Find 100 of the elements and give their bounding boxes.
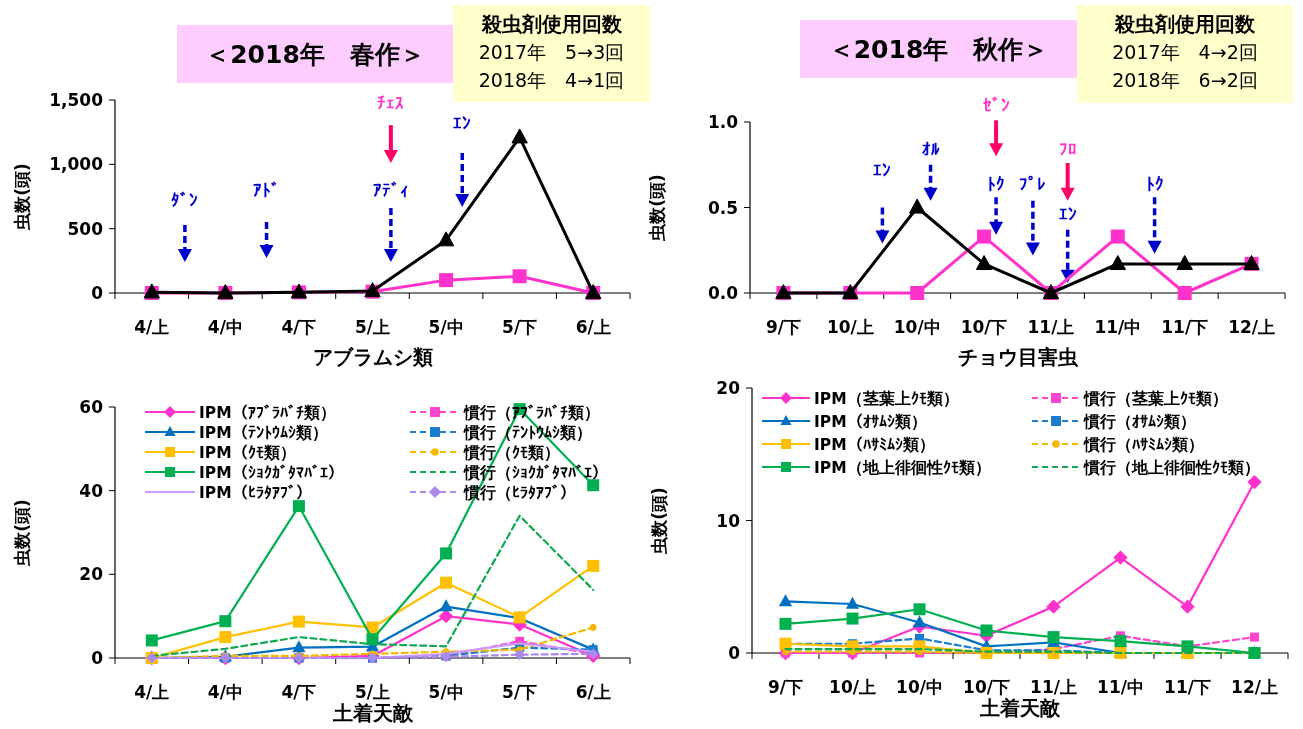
annotation: ﾀﾞﾝ xyxy=(171,189,199,210)
chart-title: ＜2018年 春作＞ xyxy=(205,40,425,69)
x-axis-title: 土着天敵 xyxy=(331,701,414,725)
legend-label: 慣行（ﾊｻﾐﾑｼ類） xyxy=(1083,436,1204,454)
y-tick-label: 1.0 xyxy=(707,112,739,132)
x-axis-title: チョウ目害虫 xyxy=(957,345,1079,369)
x-tick-label: 10/下 xyxy=(960,317,1008,337)
annotation: ﾌﾛ xyxy=(1058,139,1077,160)
legend-label: IPM（茎葉上ｸﾓ類） xyxy=(814,390,959,408)
y-tick-label: 0.0 xyxy=(707,283,739,303)
point xyxy=(587,479,600,492)
x-tick-label: 10/中 xyxy=(893,317,941,337)
point xyxy=(912,615,927,628)
annotation: ｴﾝ xyxy=(1058,204,1077,225)
y-axis-title: 虫数(頭) xyxy=(12,499,32,567)
x-tick-label: 11/中 xyxy=(1097,677,1144,697)
x-tick-label: 4/下 xyxy=(281,317,317,337)
annotation: ﾄｸ xyxy=(987,173,1006,194)
point xyxy=(1047,631,1060,644)
x-tick-label: 10/上 xyxy=(826,317,874,337)
y-tick-label: 60 xyxy=(79,397,104,417)
y-tick-label: 0 xyxy=(728,643,741,663)
x-tick-label: 5/上 xyxy=(354,317,391,337)
x-tick-label: 9/下 xyxy=(765,317,801,337)
point xyxy=(439,599,453,612)
point xyxy=(514,649,526,661)
point xyxy=(846,612,859,625)
annotation: ﾄｸ xyxy=(1145,173,1164,194)
point xyxy=(366,621,379,634)
legend-label: 慣行（ｵｻﾑｼ類） xyxy=(1083,413,1196,431)
x-axis-title: アブラムシ類 xyxy=(312,345,433,369)
point xyxy=(145,634,158,647)
annotation: ﾌﾟﾚ xyxy=(1019,173,1047,194)
point xyxy=(845,596,860,609)
y-tick-label: 20 xyxy=(716,378,741,398)
x-tick-label: 12/上 xyxy=(1228,317,1275,337)
point xyxy=(1250,632,1259,642)
x-tick-label: 5/下 xyxy=(502,682,538,702)
legend-label: 慣行（茎葉上ｸﾓ類） xyxy=(1083,390,1228,408)
x-tick-label: 12/上 xyxy=(1231,677,1278,697)
y-tick-label: 1,500 xyxy=(49,90,104,110)
point xyxy=(1180,599,1195,614)
point xyxy=(587,559,600,572)
x-tick-label: 10/中 xyxy=(896,677,943,697)
point xyxy=(219,631,232,644)
point xyxy=(292,500,305,513)
text: 2018年 6→2回 xyxy=(1112,69,1258,91)
x-tick-label: 4/上 xyxy=(134,317,170,337)
legend-label: IPM（ﾊｻﾐﾑｼ類） xyxy=(814,436,935,454)
point xyxy=(437,231,455,247)
point xyxy=(975,255,993,271)
x-tick-label: 6/上 xyxy=(575,682,611,702)
point xyxy=(1177,286,1192,300)
legend-label: IPM（ｱﾌﾞﾗﾊﾞﾁ類） xyxy=(199,404,336,422)
text: 殺虫剤使用回数 xyxy=(1114,12,1256,36)
annotation: ｴﾝ xyxy=(873,159,892,180)
x-tick-label: 5/中 xyxy=(428,682,464,702)
y-tick-label: 0 xyxy=(91,283,104,303)
point xyxy=(1046,599,1061,614)
legend-label: 慣行（ｸﾓ類） xyxy=(463,444,560,462)
y-tick-label: 20 xyxy=(79,564,104,585)
text: 殺虫剤使用回数 xyxy=(480,12,623,36)
point xyxy=(292,640,306,653)
point xyxy=(219,615,232,628)
point xyxy=(1110,229,1125,244)
x-tick-label: 4/中 xyxy=(207,682,243,702)
y-tick-label: 40 xyxy=(79,480,104,501)
x-axis-title: 土着天敵 xyxy=(979,696,1061,720)
point xyxy=(1113,550,1128,565)
point xyxy=(292,615,305,628)
annotation: ｱﾄﾞ xyxy=(253,180,281,201)
annotation: ｵﾙ xyxy=(921,139,940,160)
point xyxy=(1109,255,1127,271)
y-tick-label: 0 xyxy=(91,648,104,668)
legend-label: 慣行（地上徘徊性ｸﾓ類） xyxy=(1083,459,1260,477)
text: 2018年 4→1回 xyxy=(478,69,625,91)
x-tick-label: 11/下 xyxy=(1161,317,1209,337)
point xyxy=(512,269,527,284)
y-axis-title: 虫数(頭) xyxy=(12,163,32,231)
x-tick-label: 10/下 xyxy=(963,677,1010,697)
x-tick-label: 4/中 xyxy=(207,317,243,337)
point xyxy=(1114,635,1127,648)
point xyxy=(1176,255,1193,271)
x-tick-label: 9/下 xyxy=(767,677,804,697)
x-tick-label: 10/上 xyxy=(829,677,876,697)
x-tick-label: 11/中 xyxy=(1094,317,1142,337)
x-tick-label: 6/上 xyxy=(575,317,611,337)
x-tick-label: 5/上 xyxy=(354,682,391,702)
y-tick-label: 0.5 xyxy=(707,197,738,218)
annotation: ｱﾃﾞｨ xyxy=(372,180,409,201)
legend-label: IPM（地上徘徊性ｸﾓ類） xyxy=(814,459,991,477)
legend-label: IPM（ﾃﾝﾄｳﾑｼ類） xyxy=(199,424,328,442)
text: 2017年 5→3回 xyxy=(478,41,625,63)
legend-label: IPM（ﾋﾗﾀｱﾌﾞ） xyxy=(199,484,312,502)
point xyxy=(440,576,453,589)
y-axis-title: 虫数(頭) xyxy=(649,487,669,555)
y-axis-title: 虫数(頭) xyxy=(647,174,667,242)
text: 2017年 4→2回 xyxy=(1112,41,1258,63)
x-tick-label: 11/上 xyxy=(1027,317,1075,337)
point xyxy=(439,273,454,288)
